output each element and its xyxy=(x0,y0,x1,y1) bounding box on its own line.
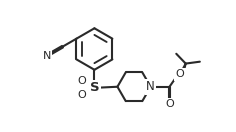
Text: O: O xyxy=(78,90,87,100)
Text: S: S xyxy=(90,81,99,94)
Text: O: O xyxy=(165,99,174,109)
Text: O: O xyxy=(78,76,87,86)
Text: N: N xyxy=(43,51,51,61)
Text: N: N xyxy=(146,80,155,93)
Text: O: O xyxy=(176,69,184,79)
